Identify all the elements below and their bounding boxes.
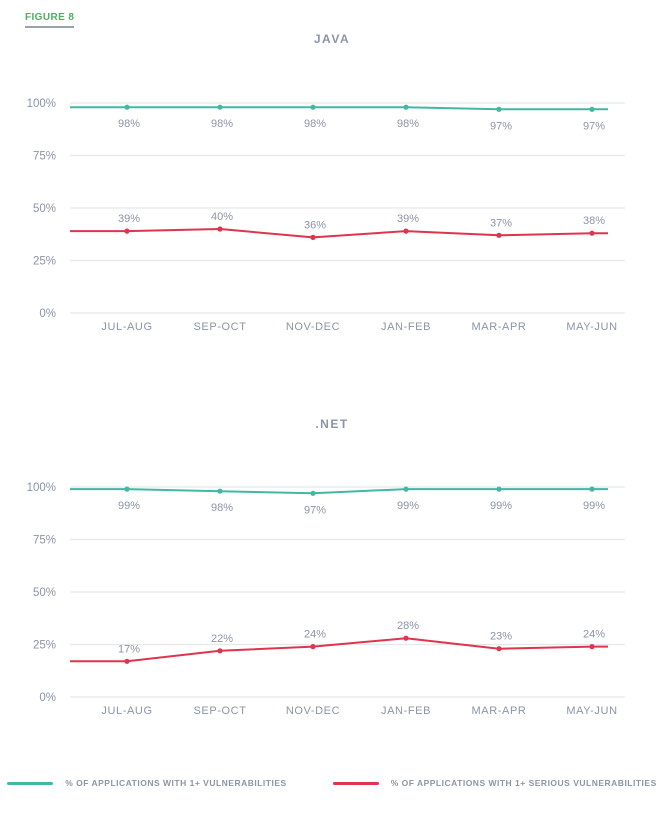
x-axis-label: MAR-APR: [472, 705, 527, 717]
data-point: [124, 104, 130, 110]
data-point: [310, 644, 316, 650]
data-point: [124, 486, 130, 492]
y-axis-tick: 50%: [33, 587, 56, 599]
data-point-label: 98%: [211, 118, 233, 130]
data-point: [217, 648, 223, 654]
chart-title-dotnet: .NET: [315, 417, 349, 431]
data-point-label: 39%: [397, 213, 419, 225]
java-line-chart: 100% 75% 50% 25% 0% JUL-AUG SEP-OCT NOV-DEC JAN-…: [27, 98, 625, 333]
data-point: [589, 644, 595, 650]
data-point-label: 22%: [211, 633, 233, 645]
y-axis-tick: 100%: [27, 98, 56, 110]
data-point-label: 36%: [304, 219, 326, 231]
data-point-label: 17%: [118, 643, 140, 655]
dotnet-line-chart: 100% 75% 50% 25% 0% JUL-AUG SEP-OCT NOV-DEC JAN-…: [27, 482, 625, 717]
data-point-label: 97%: [304, 504, 326, 516]
legend-item-serious-vulnerabilities: % OF APPLICATIONS WITH 1+ SERIOUS VULNER…: [332, 778, 657, 788]
data-point: [217, 488, 223, 494]
x-axis-label: JAN-FEB: [381, 705, 431, 717]
data-point: [589, 486, 595, 492]
y-axis-tick: 0%: [39, 308, 56, 320]
x-axis-label: JAN-FEB: [381, 321, 431, 333]
data-point: [403, 635, 409, 641]
data-point-label: 98%: [211, 502, 233, 514]
data-point-label: 38%: [583, 215, 605, 227]
data-point: [403, 486, 409, 492]
data-point-label: 98%: [304, 118, 326, 130]
data-point: [496, 106, 502, 112]
data-point: [403, 228, 409, 234]
data-point: [310, 234, 316, 240]
data-point-label: 99%: [118, 500, 140, 512]
y-axis-tick: 25%: [33, 640, 56, 652]
y-axis-tick: 0%: [39, 692, 56, 704]
y-axis-tick: 50%: [33, 203, 56, 215]
x-axis-label: JUL-AUG: [101, 705, 152, 717]
data-point: [310, 490, 316, 496]
teal-series-line: [70, 488, 608, 495]
data-point-label: 28%: [397, 620, 419, 632]
data-point-label: 99%: [490, 500, 512, 512]
x-axis-label: MAR-APR: [472, 321, 527, 333]
data-point: [589, 106, 595, 112]
y-axis-tick: 75%: [33, 151, 56, 163]
data-point: [403, 104, 409, 110]
data-point: [217, 104, 223, 110]
data-point-label: 97%: [490, 120, 512, 132]
red-line-swatch-icon: [332, 781, 379, 785]
data-point-label: 40%: [211, 211, 233, 223]
x-axis-label: MAY-JUN: [566, 321, 617, 333]
data-point-label: 37%: [490, 217, 512, 229]
data-point-label: 24%: [304, 629, 326, 641]
y-axis-tick: 75%: [33, 535, 56, 547]
data-point-label: 39%: [118, 213, 140, 225]
data-point-label: 98%: [118, 118, 140, 130]
legend-label-vulnerabilities: % OF APPLICATIONS WITH 1+ VULNERABILITIE…: [65, 778, 287, 788]
data-point: [310, 104, 316, 110]
chart-title-java: JAVA: [313, 32, 351, 46]
data-point-label: 99%: [397, 500, 419, 512]
chart-legend: % OF APPLICATIONS WITH 1+ VULNERABILITIE…: [0, 778, 664, 788]
x-axis-label: SEP-OCT: [193, 321, 246, 333]
red-series-line: [70, 637, 608, 663]
x-axis-label: MAY-JUN: [566, 705, 617, 717]
data-point: [496, 232, 502, 238]
data-point: [496, 646, 502, 652]
y-axis-tick: 25%: [33, 256, 56, 268]
red-series-line: [70, 228, 608, 239]
data-point: [217, 226, 223, 232]
data-point-label: 99%: [583, 500, 605, 512]
data-point: [124, 228, 130, 234]
figure-number-label: FIGURE 8: [25, 12, 75, 28]
data-point: [589, 230, 595, 236]
data-point-label: 23%: [490, 631, 512, 643]
legend-label-serious-vulnerabilities: % OF APPLICATIONS WITH 1+ SERIOUS VULNER…: [390, 778, 657, 788]
legend-item-vulnerabilities: % OF APPLICATIONS WITH 1+ VULNERABILITIE…: [7, 778, 286, 788]
x-axis-label: NOV-DEC: [286, 321, 340, 333]
teal-series-line: [70, 106, 608, 111]
teal-line-swatch-icon: [7, 781, 54, 785]
data-point-label: 97%: [583, 120, 605, 132]
x-axis-label: NOV-DEC: [286, 705, 340, 717]
y-axis-tick: 100%: [27, 482, 56, 494]
data-point: [124, 658, 130, 664]
x-axis-label: JUL-AUG: [101, 321, 152, 333]
data-point-label: 24%: [583, 629, 605, 641]
data-point-label: 98%: [397, 118, 419, 130]
x-axis-label: SEP-OCT: [193, 705, 246, 717]
data-point: [496, 486, 502, 492]
